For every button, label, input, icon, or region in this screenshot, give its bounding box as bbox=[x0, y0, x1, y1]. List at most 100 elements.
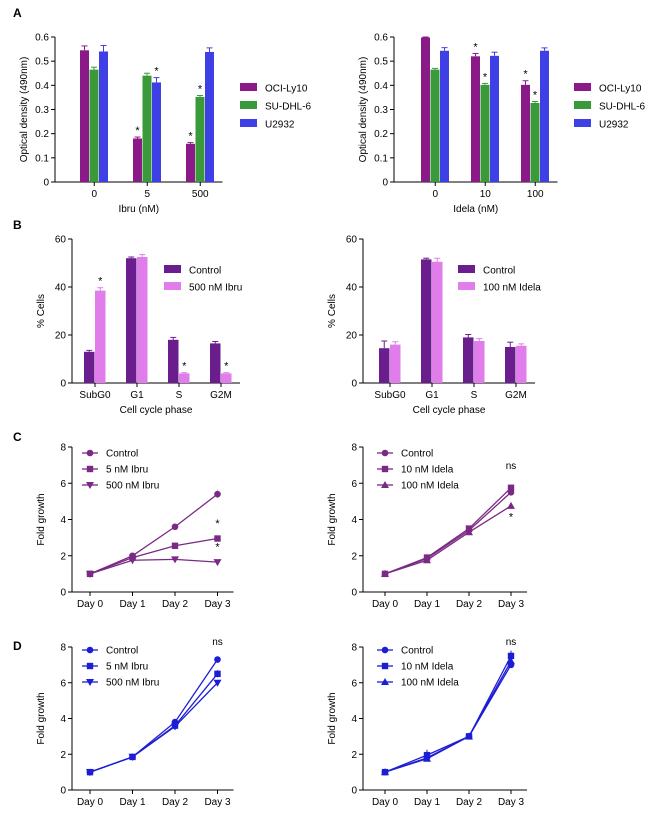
x-tick-label: Day 0 bbox=[77, 599, 104, 610]
data-point bbox=[86, 769, 94, 777]
y-tick-label: 0.6 bbox=[374, 33, 388, 44]
x-tick-label: Day 2 bbox=[162, 599, 189, 610]
chart-B1: 0 20 40 60 % Cells SubG0 * G1 S * G2M * Cell cycle p… bbox=[36, 235, 242, 417]
legend-label: Control bbox=[401, 449, 433, 460]
y-tick-label: 60 bbox=[346, 235, 358, 246]
panel-letter-C: C bbox=[13, 430, 22, 444]
legend-label: SU-DHL-6 bbox=[599, 102, 646, 113]
y-tick-label: 0 bbox=[60, 588, 66, 599]
bar bbox=[126, 258, 137, 383]
y-axis-label: Optical density (490nm) bbox=[19, 57, 30, 163]
legend-label: Control bbox=[106, 449, 138, 460]
data-point bbox=[214, 535, 221, 542]
data-point bbox=[423, 754, 431, 762]
x-tick-label: Day 3 bbox=[204, 599, 231, 610]
legend-swatch bbox=[458, 282, 475, 290]
chart-B2: 0 20 40 60 % Cells SubG0 G1 S G2M Cell cycle phas… bbox=[327, 235, 541, 417]
legend-marker bbox=[381, 465, 389, 473]
chart-D1: 0 2 4 6 8 Fold growth Day 0 Day 1 Day 2 Day 3 Cont… bbox=[36, 637, 234, 808]
bar bbox=[421, 37, 430, 182]
legend-label: 100 nM Idela bbox=[483, 283, 541, 294]
panel-letter-B: B bbox=[13, 218, 22, 232]
chart-D2: 0 2 4 6 8 Fold growth Day 0 Day 1 Day 2 Day 3 Cont… bbox=[327, 637, 527, 808]
x-tick-label: Day 1 bbox=[119, 797, 146, 808]
data-point bbox=[214, 490, 221, 498]
x-tick-label: G1 bbox=[425, 390, 439, 401]
y-axis-label: Fold growth bbox=[327, 692, 338, 744]
y-tick-label: 20 bbox=[346, 331, 358, 342]
data-point bbox=[214, 656, 221, 663]
data-point bbox=[381, 569, 389, 577]
y-tick-label: 4 bbox=[351, 714, 357, 725]
x-tick-label: Day 1 bbox=[414, 599, 441, 610]
bar bbox=[463, 337, 474, 383]
legend-swatch bbox=[164, 282, 181, 290]
legend-marker bbox=[86, 482, 94, 489]
y-tick-label: 40 bbox=[55, 283, 67, 294]
series-line bbox=[384, 505, 512, 575]
y-tick-label: 6 bbox=[351, 678, 357, 689]
x-tick-label: 0 bbox=[91, 189, 97, 200]
bar bbox=[530, 102, 540, 182]
x-tick-label: Day 0 bbox=[372, 599, 399, 610]
annotation: ns bbox=[506, 461, 517, 472]
bar bbox=[540, 50, 549, 183]
legend-label: 500 nM Ibru bbox=[106, 481, 159, 492]
y-axis-label: Optical density (490nm) bbox=[358, 57, 369, 163]
bar bbox=[471, 56, 480, 183]
data-point bbox=[507, 501, 515, 509]
series-line bbox=[89, 493, 218, 575]
y-axis-label: Fold growth bbox=[36, 692, 47, 744]
legend-label: 5 nM Ibru bbox=[106, 465, 148, 476]
bar bbox=[490, 55, 499, 182]
data-point bbox=[507, 484, 515, 491]
y-tick-label: 8 bbox=[351, 643, 357, 654]
legend-label: SU-DHL-6 bbox=[265, 102, 312, 113]
chart-A2: 0 0.1 0.2 0.3 0.4 0.5 0.6 Optical density (490n… bbox=[358, 33, 646, 216]
annotation: ns bbox=[212, 637, 223, 648]
legend-label: Control bbox=[106, 646, 138, 657]
x-tick-label: 0 bbox=[432, 189, 438, 200]
legend-label: 10 nM Idela bbox=[401, 662, 454, 673]
x-tick-label: G2M bbox=[505, 390, 527, 401]
significance-star: * bbox=[154, 66, 159, 78]
legend-marker bbox=[86, 465, 94, 473]
y-tick-label: 2 bbox=[60, 551, 66, 562]
significance-star: * bbox=[224, 361, 229, 373]
y-tick-label: 0.1 bbox=[35, 153, 49, 164]
x-axis-label: Ibru (nM) bbox=[118, 204, 159, 215]
legend-label: Control bbox=[483, 266, 515, 277]
legend-swatch bbox=[574, 101, 591, 109]
legend-label: U2932 bbox=[599, 120, 629, 131]
chart-A1: 0 0.1 0.2 0.3 0.4 0.5 0.6 Optical density (490n… bbox=[19, 33, 312, 216]
legend-label: 10 nM Idela bbox=[401, 465, 454, 476]
y-tick-label: 0.4 bbox=[35, 81, 49, 92]
y-tick-label: 8 bbox=[60, 443, 66, 454]
data-point bbox=[381, 768, 389, 776]
y-tick-label: 0.2 bbox=[35, 129, 49, 140]
y-tick-label: 8 bbox=[351, 443, 357, 454]
significance-star: * bbox=[182, 361, 187, 373]
x-axis-label: Idela (nM) bbox=[453, 204, 498, 215]
legend-label: Control bbox=[401, 646, 433, 657]
data-point bbox=[423, 556, 431, 564]
legend-marker bbox=[381, 449, 389, 457]
legend-marker bbox=[86, 679, 94, 686]
y-tick-label: 0 bbox=[351, 588, 357, 599]
data-point bbox=[171, 723, 179, 731]
series-line bbox=[384, 660, 512, 773]
bar bbox=[480, 84, 490, 182]
legend-swatch bbox=[240, 83, 257, 91]
x-tick-label: S bbox=[176, 390, 183, 401]
x-tick-label: Day 2 bbox=[456, 599, 483, 610]
bar bbox=[440, 50, 449, 183]
bar bbox=[84, 351, 95, 383]
bar bbox=[516, 345, 527, 383]
legend-label: Control bbox=[189, 266, 221, 277]
legend-label: OCI-Ly10 bbox=[265, 84, 308, 95]
x-tick-label: G2M bbox=[210, 390, 232, 401]
y-tick-label: 2 bbox=[351, 750, 357, 761]
bar bbox=[195, 96, 205, 182]
significance-star: * bbox=[135, 125, 140, 137]
